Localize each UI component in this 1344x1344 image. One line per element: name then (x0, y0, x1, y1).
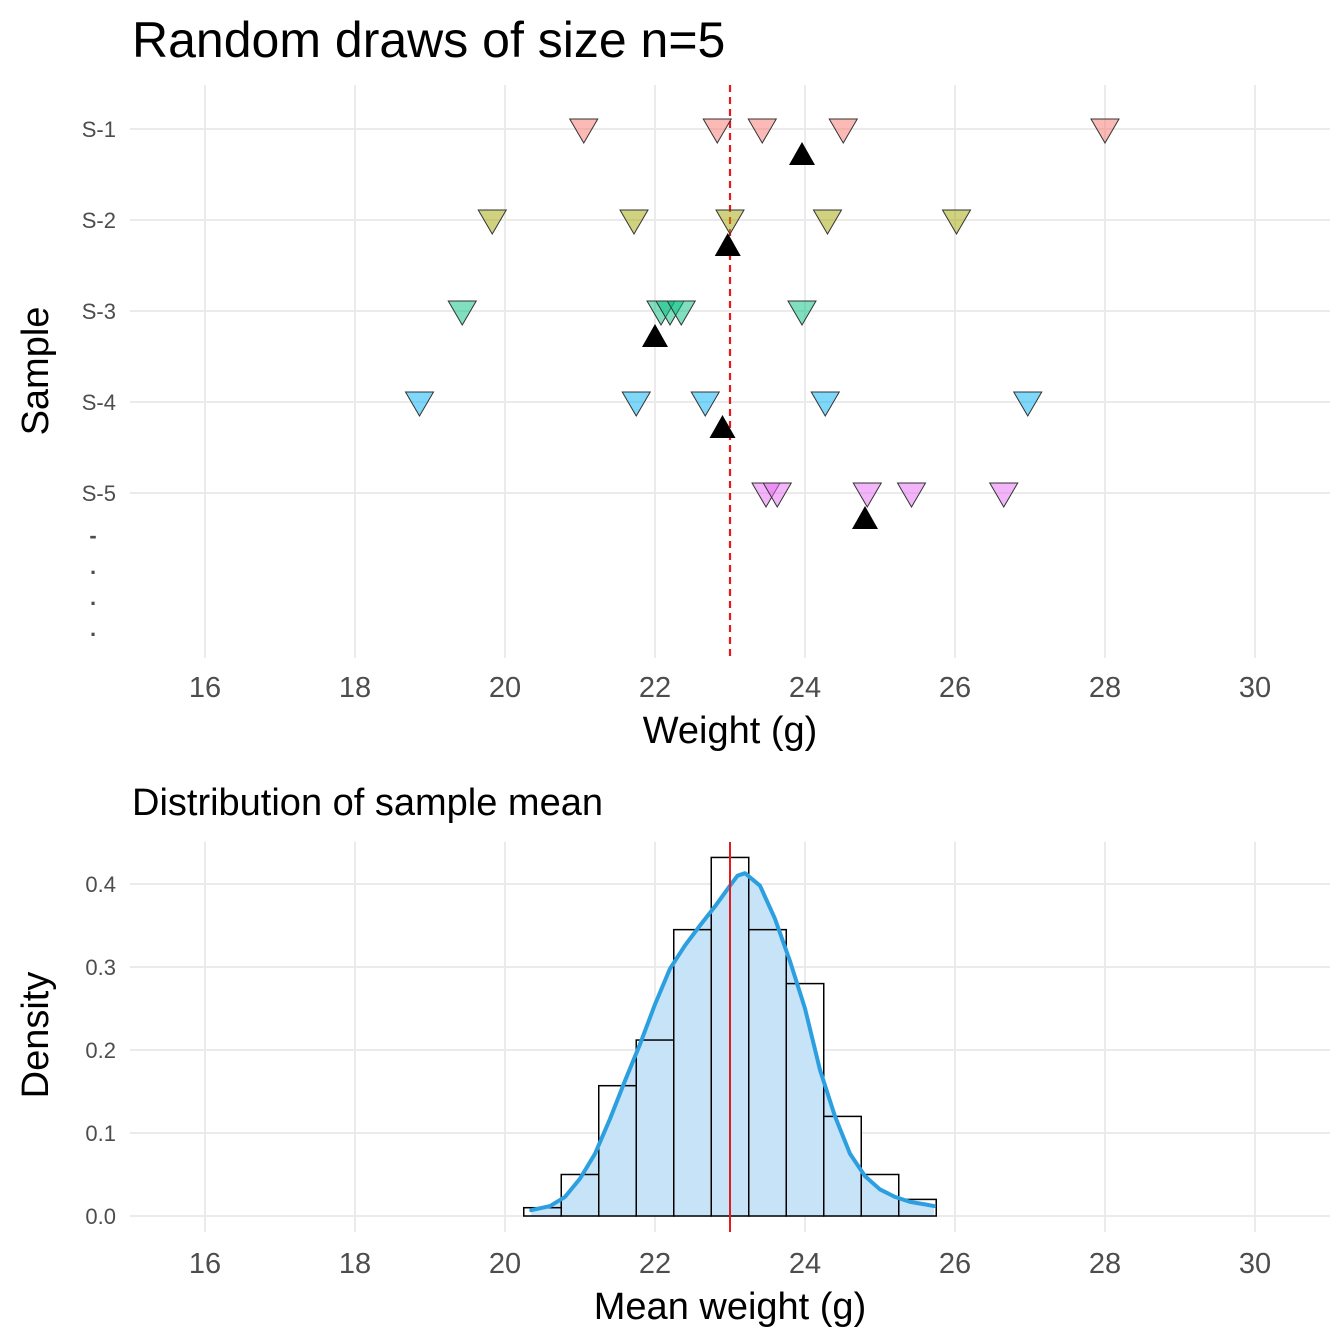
draws-y-ellipsis: . (90, 585, 96, 610)
draw-point (404, 391, 435, 417)
draw-point (810, 391, 841, 417)
draw-point (447, 300, 478, 326)
means-y-axis-title: Density (15, 972, 57, 1099)
means-y-tick-label: 0.0 (85, 1204, 116, 1229)
draw-point (896, 482, 927, 508)
draw-point (787, 300, 817, 326)
means-x-tick-label: 26 (939, 1248, 971, 1280)
means-panel: 16 18 20 22 24 26 28 30 0.0 0.1 0.2 0.3 0.4 Distrib… (15, 782, 1330, 1328)
draws-points (404, 118, 1120, 529)
draw-point (477, 209, 508, 235)
means-x-tick-label: 20 (489, 1248, 521, 1280)
means-density-curve (529, 871, 936, 1213)
means-y-tick-label: 0.4 (85, 872, 116, 897)
draws-x-axis-title: Weight (g) (643, 710, 818, 752)
draws-panel: 16 18 20 22 24 26 28 30 S-1 S-2 S-3 S-4 S-5 -... Ran… (15, 12, 1330, 752)
draw-point (762, 482, 793, 508)
draw-point (852, 482, 883, 508)
draw-point (1090, 118, 1120, 144)
means-y-tick-label: 0.3 (85, 955, 116, 980)
draws-y-tick-label: S-5 (82, 481, 116, 506)
draw-point (715, 209, 745, 235)
draws-y-axis-title: Sample (15, 307, 57, 436)
sample-mean-marker (789, 142, 815, 165)
draws-x-tick-label: 26 (939, 672, 971, 704)
draw-point (941, 209, 972, 235)
means-x-tick-label: 24 (789, 1248, 821, 1280)
draws-x-tick-label: 28 (1089, 672, 1121, 704)
means-y-tick-label: 0.1 (85, 1121, 116, 1146)
draw-point (1012, 391, 1043, 417)
draw-point (690, 391, 721, 417)
draw-point (828, 118, 859, 144)
draws-x-tick-label: 30 (1239, 672, 1271, 704)
draw-point (988, 482, 1019, 508)
draws-x-tick-labels: 16 18 20 22 24 26 28 30 (189, 672, 1271, 704)
draws-x-tick-label: 20 (489, 672, 521, 704)
means-x-tick-labels: 16 18 20 22 24 26 28 30 (189, 1248, 1271, 1280)
histogram-bar (785, 982, 825, 1217)
means-x-tick-label: 22 (639, 1248, 671, 1280)
draw-point (666, 300, 697, 326)
means-x-tick-label: 28 (1089, 1248, 1121, 1280)
draw-point (747, 118, 778, 144)
sample-mean-marker (642, 324, 668, 347)
histogram-bar (898, 1198, 937, 1217)
draws-y-ellipsis: . (90, 616, 96, 641)
draw-point (621, 391, 652, 417)
draws-y-tick-label: S-1 (82, 117, 116, 142)
draws-title: Random draws of size n=5 (132, 12, 725, 68)
draws-y-ellipsis: . (90, 554, 96, 579)
means-y-tick-label: 0.2 (85, 1038, 116, 1063)
density-area (531, 873, 934, 1216)
draws-y-tick-label: S-4 (82, 390, 116, 415)
means-x-tick-label: 16 (189, 1248, 221, 1280)
means-title: Distribution of sample mean (132, 782, 603, 824)
means-y-tick-labels: 0.0 0.1 0.2 0.3 0.4 (85, 872, 116, 1229)
draws-y-ellipsis: - (89, 523, 96, 548)
draws-y-tick-labels: S-1 S-2 S-3 S-4 S-5 -... (82, 117, 116, 641)
sample-mean-marker (714, 233, 741, 256)
histogram-bar (860, 1173, 900, 1217)
draw-point (619, 209, 649, 235)
means-x-axis-title: Mean weight (g) (594, 1286, 866, 1328)
draws-x-tick-label: 18 (339, 672, 371, 704)
draw-point (568, 118, 599, 144)
draws-x-tick-label: 24 (789, 672, 821, 704)
histogram-bar (823, 1115, 862, 1217)
draws-x-tick-label: 22 (639, 672, 671, 704)
means-x-tick-label: 30 (1239, 1248, 1271, 1280)
density-curve-line (529, 871, 936, 1213)
draws-y-tick-label: S-2 (82, 208, 116, 233)
draws-x-tick-label: 16 (189, 672, 221, 704)
draws-y-tick-label: S-3 (82, 299, 116, 324)
sample-mean-marker (709, 415, 736, 438)
sample-mean-marker (852, 506, 878, 529)
draw-point (702, 118, 733, 144)
means-histogram (523, 856, 937, 1217)
means-x-tick-label: 18 (339, 1248, 371, 1280)
draw-point (812, 209, 843, 235)
